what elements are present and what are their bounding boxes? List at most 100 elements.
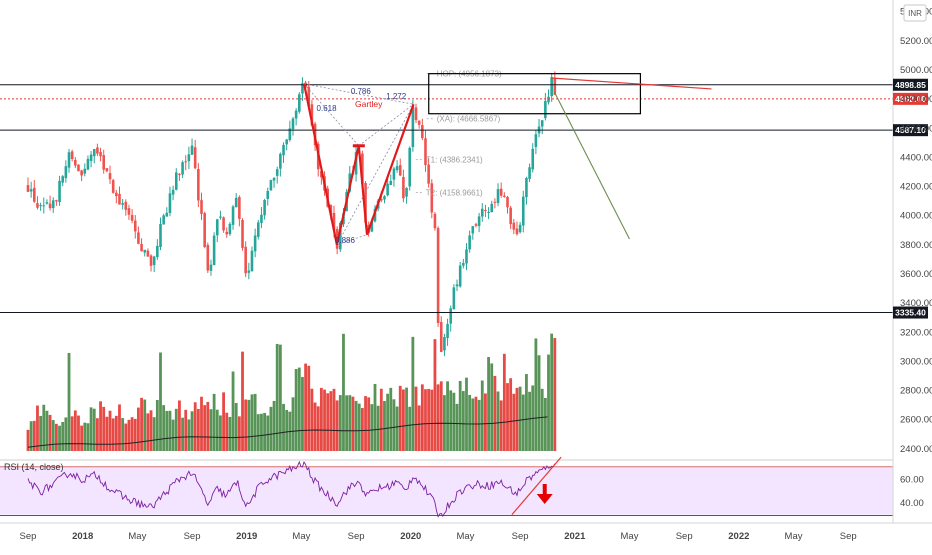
candle-body — [354, 152, 358, 175]
pattern-target-label: (XA): (4666.5867) — [437, 115, 501, 124]
volume-bar — [332, 388, 336, 451]
projection-line[interactable] — [553, 91, 630, 240]
candle-body — [209, 264, 213, 271]
volume-bar — [477, 399, 481, 451]
currency-label: INR — [908, 9, 922, 18]
volume-bar — [54, 423, 58, 451]
candle-body — [83, 168, 87, 174]
candle-body — [531, 148, 535, 170]
candle-body — [64, 166, 68, 179]
pattern-target-label: T2: (4158.9661) — [426, 189, 483, 198]
level-badge[interactable] — [893, 306, 928, 319]
price-tick-label: 4800.00 — [900, 94, 932, 105]
volume-bar — [389, 387, 393, 451]
candle-body — [518, 224, 522, 233]
candle-body — [386, 183, 389, 196]
candle-body — [553, 78, 557, 95]
candle-body — [225, 231, 229, 235]
volume-bar — [143, 399, 147, 451]
pattern-name: Gartley — [355, 99, 383, 109]
candle-body — [421, 125, 424, 139]
volume-bar — [275, 343, 279, 451]
candle-body — [339, 222, 342, 250]
candle-body — [111, 180, 115, 193]
candle-body — [395, 166, 399, 171]
volume-bar — [203, 405, 207, 451]
candle-body — [462, 263, 465, 266]
resistance-trendline[interactable] — [551, 77, 712, 90]
horizontal-levels — [0, 84, 893, 314]
volume-bar — [509, 378, 513, 451]
volume-bar — [468, 394, 472, 451]
rsi-tick-label: 40.00 — [900, 498, 924, 509]
volume-bar — [168, 410, 172, 451]
volume-bar — [174, 408, 178, 451]
candle-body — [58, 180, 61, 203]
time-tick-label: 2021 — [564, 531, 586, 542]
level-badge-label: 3335.40 — [895, 308, 926, 318]
price-tick-label: 3200.00 — [900, 327, 932, 338]
volume-bar — [420, 384, 424, 451]
candle-body — [51, 200, 55, 209]
price-tick-label: 4400.00 — [900, 152, 932, 163]
candle-body — [244, 246, 247, 274]
candle-body — [228, 223, 232, 234]
volume-bar — [222, 392, 225, 451]
candle-body — [509, 207, 512, 225]
candle-body — [165, 212, 169, 217]
level-badge[interactable] — [893, 124, 928, 137]
volume-bar — [310, 388, 314, 451]
volume-bar — [405, 387, 408, 451]
candle-body — [380, 199, 383, 201]
candle-body — [61, 176, 65, 183]
pattern-guide-line — [358, 103, 414, 147]
candle-body — [187, 154, 191, 162]
volume-bar — [282, 403, 285, 451]
candle-body — [285, 139, 288, 145]
price-tick-label: 2800.00 — [900, 386, 932, 397]
price-tick-label: 3400.00 — [900, 298, 932, 309]
candle-body — [392, 168, 396, 180]
candle-body — [256, 222, 260, 237]
volume-bar — [32, 420, 36, 451]
level-badge[interactable] — [893, 78, 928, 91]
level-badge[interactable] — [893, 92, 928, 105]
rsi-trendline[interactable] — [511, 456, 562, 516]
volume-bar — [64, 417, 68, 451]
volume-bar — [96, 418, 99, 451]
volume-bar — [196, 408, 200, 451]
candle-body — [493, 201, 497, 203]
candle-body — [503, 195, 506, 198]
candle-body — [48, 203, 52, 209]
candle-body — [193, 147, 197, 169]
price-tick-label: 4000.00 — [900, 211, 932, 222]
volume-bar — [373, 384, 377, 451]
candle-body — [288, 128, 292, 141]
volume-bar — [80, 425, 84, 451]
currency-badge[interactable]: INR — [903, 4, 927, 22]
volume-bar — [48, 414, 52, 451]
volume-bar — [278, 344, 282, 451]
volume-bar — [461, 391, 465, 451]
volume-bar — [433, 339, 437, 451]
volume-bar — [263, 412, 266, 451]
reversal-zone-box[interactable] — [428, 73, 642, 115]
volume-bar — [102, 406, 106, 451]
pattern-guide-line — [303, 83, 360, 147]
volume-bar — [212, 393, 216, 451]
time-axis[interactable]: Sep 2018 May Sep 2019 May Sep 2020 May Sep 2021 May… — [20, 531, 857, 542]
volume-bar — [124, 423, 128, 451]
candle-body — [121, 203, 124, 205]
candle-body — [310, 104, 314, 126]
volume-bar — [127, 419, 131, 451]
candle-body — [487, 211, 490, 213]
candle-body — [446, 323, 449, 339]
candle-body — [156, 245, 159, 258]
candle-body — [547, 96, 550, 103]
volume-bar — [99, 401, 102, 451]
volume-bar — [521, 394, 525, 451]
rsi-line — [27, 460, 556, 518]
candle-body — [398, 165, 402, 176]
candle-body — [253, 235, 257, 252]
